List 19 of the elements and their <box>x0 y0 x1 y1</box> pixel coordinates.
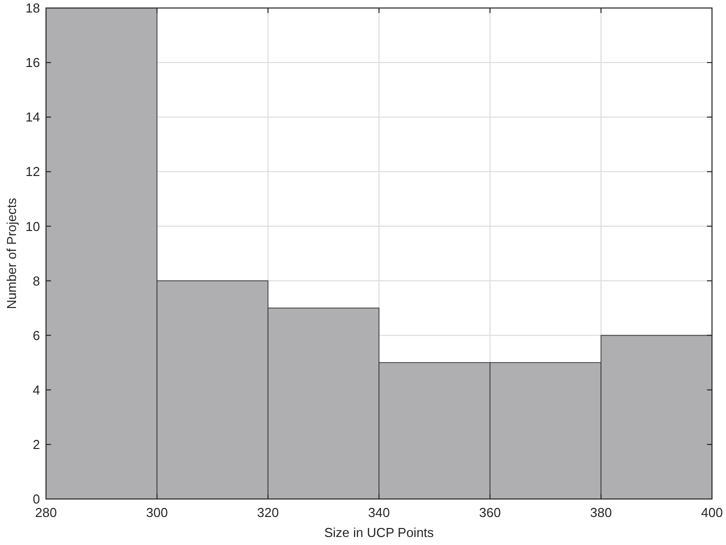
x-tick-label: 400 <box>701 505 723 520</box>
y-tick-label: 14 <box>26 110 40 125</box>
y-tick-label: 4 <box>32 382 40 398</box>
x-tick-label: 380 <box>590 505 612 520</box>
x-axis-title: Size in UCP Points <box>324 525 434 540</box>
x-tick-label: 340 <box>368 505 390 520</box>
x-tick-label: 280 <box>35 505 57 520</box>
x-tick-label: 320 <box>257 505 279 520</box>
y-tick-label: 8 <box>32 273 40 288</box>
y-tick-label: 0 <box>32 492 40 507</box>
y-tick-label: 16 <box>26 55 40 70</box>
y-tick-label: 6 <box>32 328 40 343</box>
x-tick-label: 360 <box>479 505 501 520</box>
y-tick-label: 10 <box>26 218 40 234</box>
x-tick-label: 300 <box>146 505 168 520</box>
y-tick-label: 2 <box>32 436 40 452</box>
y-axis-title: Number of Projects <box>4 197 19 310</box>
y-tick-label: 12 <box>26 164 40 180</box>
y-tick-label: 18 <box>26 0 40 16</box>
